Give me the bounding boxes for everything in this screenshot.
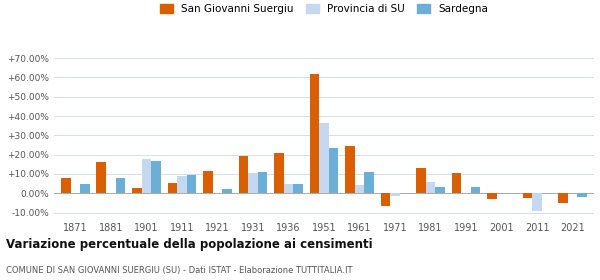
Bar	[452, 173, 461, 193]
Bar	[380, 193, 390, 206]
Text: Variazione percentuale della popolazione ai censimenti: Variazione percentuale della popolazione…	[6, 238, 373, 251]
Bar	[319, 123, 329, 193]
Bar	[310, 74, 319, 193]
Bar	[258, 172, 268, 193]
Bar	[177, 176, 187, 193]
Bar	[132, 188, 142, 193]
Bar	[329, 148, 338, 193]
Bar	[523, 193, 532, 198]
Text: COMUNE DI SAN GIOVANNI SUERGIU (SU) - Dati ISTAT - Elaborazione TUTTITALIA.IT: COMUNE DI SAN GIOVANNI SUERGIU (SU) - Da…	[6, 266, 353, 275]
Bar	[239, 156, 248, 193]
Bar	[345, 146, 355, 193]
Bar	[293, 184, 303, 193]
Bar	[203, 171, 212, 193]
Bar	[355, 185, 364, 193]
Bar	[532, 193, 542, 211]
Bar	[487, 193, 497, 199]
Bar	[577, 193, 587, 197]
Bar	[61, 178, 71, 193]
Bar	[274, 153, 284, 193]
Legend: San Giovanni Suergiu, Provincia di SU, Sardegna: San Giovanni Suergiu, Provincia di SU, S…	[156, 0, 492, 18]
Bar	[167, 183, 177, 193]
Bar	[248, 173, 258, 193]
Bar	[364, 172, 374, 193]
Bar	[142, 158, 151, 193]
Bar	[390, 193, 400, 196]
Bar	[471, 186, 481, 193]
Bar	[416, 168, 426, 193]
Bar	[116, 178, 125, 193]
Bar	[187, 175, 196, 193]
Bar	[436, 186, 445, 193]
Bar	[426, 182, 436, 193]
Bar	[80, 184, 90, 193]
Bar	[558, 193, 568, 203]
Bar	[97, 162, 106, 193]
Bar	[284, 184, 293, 193]
Bar	[151, 162, 161, 193]
Bar	[222, 190, 232, 193]
